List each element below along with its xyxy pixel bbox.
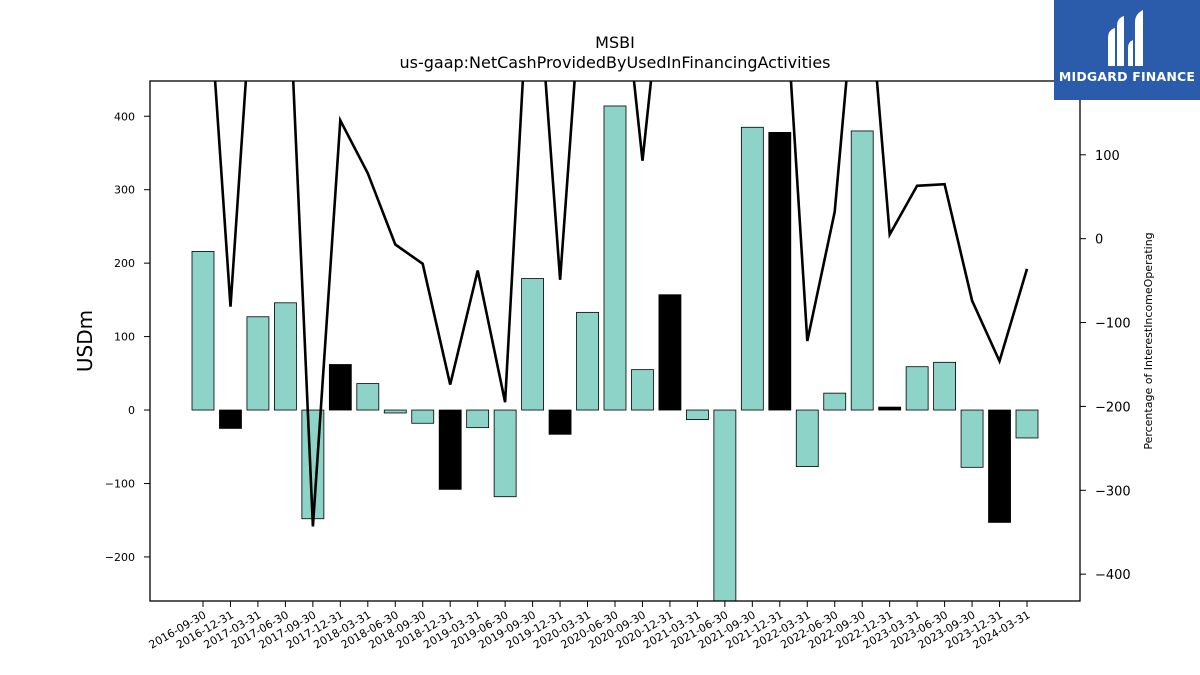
bar-2020-12-31 [658,294,682,411]
logo-text: MIDGARD FINANCE [1058,69,1196,84]
bar-2018-12-31 [438,409,462,490]
bar-2019-06-30 [493,409,517,498]
bar-2021-06-30 [713,409,737,601]
bar-2017-06-30 [273,302,297,411]
y-tick-label: 0 [128,404,135,417]
y2-tick-label: −100 [1095,317,1131,332]
line-series [213,81,1029,527]
y2-tick-label: −400 [1095,568,1131,583]
midgard-finance-logo: MIDGARD FINANCE [1054,0,1200,100]
y-tick-label: −100 [105,477,135,490]
y2-tick-label: 100 [1095,149,1120,164]
chart-title: MSBI [595,33,635,52]
bar-2020-03-31 [576,311,599,411]
bar-2017-03-31 [246,316,270,411]
y-tick-label: 300 [114,184,135,197]
bar-series [191,105,1039,601]
y2-axis-label: Percentage of InterestIncomeOperating [1142,232,1155,449]
line-series-group [213,81,1029,527]
y-tick-label: 200 [114,257,135,270]
bar-2022-09-30 [850,130,874,411]
y-tick-label: −200 [105,551,135,564]
bar-2016-09-30 [191,250,215,411]
bar-2024-03-31 [1015,409,1039,439]
bar-2021-09-30 [740,126,764,411]
y2-tick-label: 0 [1095,233,1103,248]
bar-2016-12-31 [219,409,242,429]
bar-2023-03-31 [905,366,929,411]
bar-2017-12-31 [328,364,352,411]
bar-2022-12-31 [878,406,902,411]
bar-2020-06-30 [603,105,627,411]
midgard-logo-icon [1108,10,1143,66]
bar-2018-09-30 [411,409,435,424]
bar-2023-12-31 [988,409,1011,523]
bar-2018-06-30 [383,409,407,414]
y-tick-label: 400 [114,110,135,123]
bar-2022-03-31 [795,409,819,467]
bar-2021-12-31 [768,132,792,411]
bar-2021-03-31 [686,409,709,420]
y2-tick-label: −200 [1095,400,1131,415]
bar-2020-09-30 [631,369,654,411]
bar-2023-06-30 [933,361,956,411]
y-tick-label: 100 [114,331,135,344]
y-axis-label: USDm [73,310,97,372]
bar-2019-12-31 [548,409,572,435]
bar-2019-03-31 [466,409,490,429]
chart-subtitle: us-gaap:NetCashProvidedByUsedInFinancing… [399,53,830,72]
bar-2022-06-30 [823,392,847,411]
bar-2018-03-31 [356,383,380,411]
bar-2019-09-30 [521,278,544,411]
bar-2023-09-30 [960,409,984,468]
y2-tick-label: −300 [1095,484,1131,499]
